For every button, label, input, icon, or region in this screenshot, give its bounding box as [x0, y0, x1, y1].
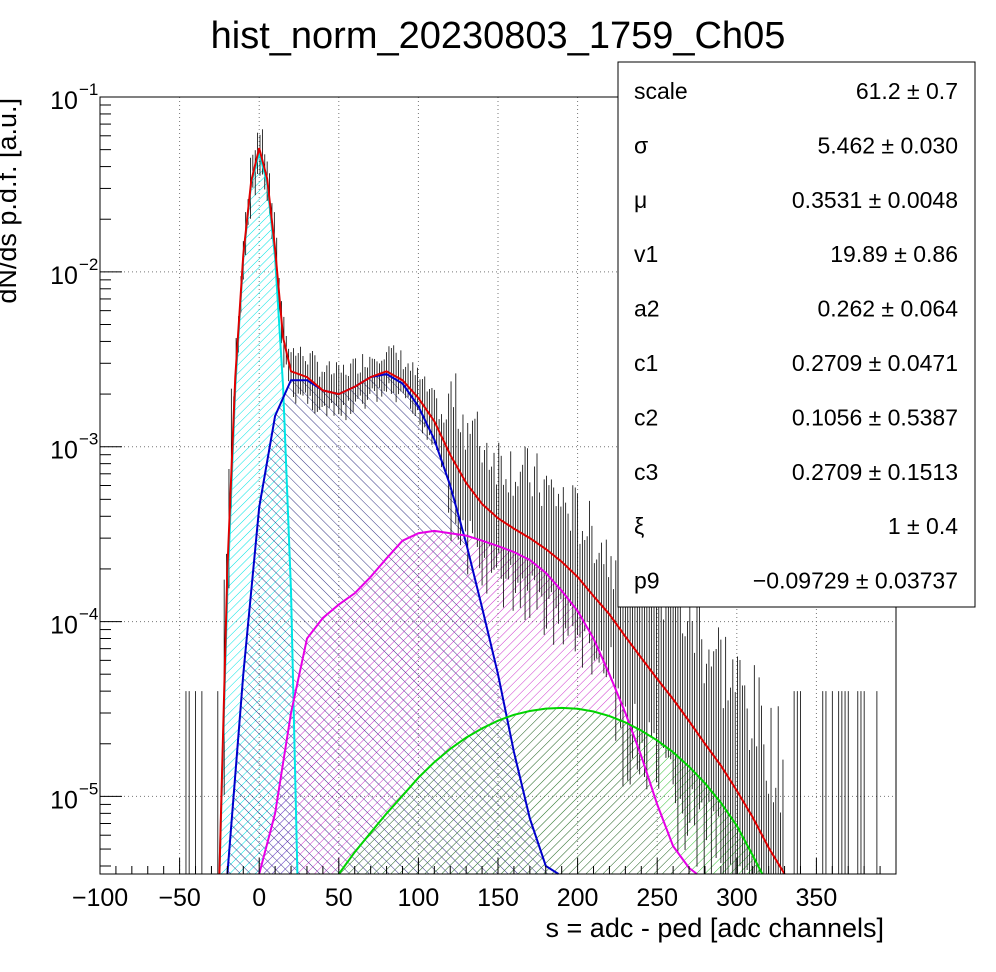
stats-param-value: 61.2 ± 0.7	[856, 78, 958, 104]
stats-param-value: 1 ± 0.4	[888, 513, 958, 539]
stats-param-name: scale	[634, 78, 688, 104]
series-line	[218, 147, 786, 875]
x-tick-label: −50	[158, 884, 200, 912]
x-tick-label: 200	[557, 884, 599, 912]
curves	[218, 147, 786, 875]
stats-param-value: −0.09729 ± 0.03737	[753, 568, 958, 594]
stats-param-value: 0.1056 ± 0.5387	[792, 404, 958, 430]
stats-param-name: μ	[634, 187, 647, 213]
stats-param-value: 0.2709 ± 0.1513	[792, 459, 958, 485]
stats-param-value: 5.462 ± 0.030	[817, 132, 958, 158]
error-bars	[185, 129, 878, 874]
y-axis-title: dN/ds p.d.f. [a.u.]	[0, 98, 22, 304]
series-line	[337, 706, 764, 875]
x-axis: −100 −50 0 50 100 150 200 250 300 350	[72, 858, 881, 912]
y-tick-exponent: −2	[79, 255, 98, 274]
stats-param-name: c2	[634, 404, 658, 430]
chart-title: hist_norm_20230803_1759_Ch05	[211, 15, 786, 57]
y-tick-exponent: −4	[79, 605, 98, 624]
x-tick-label: 100	[398, 884, 440, 912]
x-tick-label: 250	[636, 884, 678, 912]
stats-param-value: 0.262 ± 0.064	[817, 296, 958, 322]
stats-param-name: ξ	[634, 513, 644, 539]
y-tick-label: 10	[50, 262, 78, 290]
stats-box: scale 61.2 ± 0.7 σ 5.462 ± 0.030 μ 0.3531 ± 0…	[617, 61, 976, 608]
y-tick-label: 10	[50, 786, 78, 814]
stats-box-frame	[617, 61, 976, 608]
stats-param-name: a2	[634, 296, 660, 322]
stats-param-value: 0.2709 ± 0.0471	[792, 350, 958, 376]
x-tick-label: 50	[325, 884, 353, 912]
stats-param-name: v1	[634, 241, 658, 267]
y-tick-label: 10	[50, 612, 78, 640]
y-axis: 10−510−410−310−210−1	[50, 80, 122, 867]
y-tick-exponent: −1	[79, 80, 98, 99]
stats-param-name: c1	[634, 350, 658, 376]
x-tick-label: 150	[477, 884, 519, 912]
x-tick-label: −100	[72, 884, 128, 912]
y-tick-label: 10	[50, 437, 78, 465]
series-line	[226, 373, 560, 875]
x-tick-label: 350	[796, 884, 838, 912]
stats-param-name: p9	[634, 568, 660, 594]
y-tick-exponent: −3	[79, 430, 98, 449]
stats-param-value: 0.3531 ± 0.0048	[792, 187, 958, 213]
y-tick-label: 10	[50, 87, 78, 115]
x-tick-label: 0	[252, 884, 266, 912]
x-tick-label: 300	[716, 884, 758, 912]
x-axis-title: s = adc - ped [adc channels]	[546, 913, 884, 943]
series-line	[258, 529, 698, 875]
stats-param-value: 19.89 ± 0.86	[830, 241, 958, 267]
stats-param-name: c3	[634, 459, 658, 485]
stats-param-name: σ	[634, 132, 648, 158]
y-tick-exponent: −5	[79, 779, 98, 798]
